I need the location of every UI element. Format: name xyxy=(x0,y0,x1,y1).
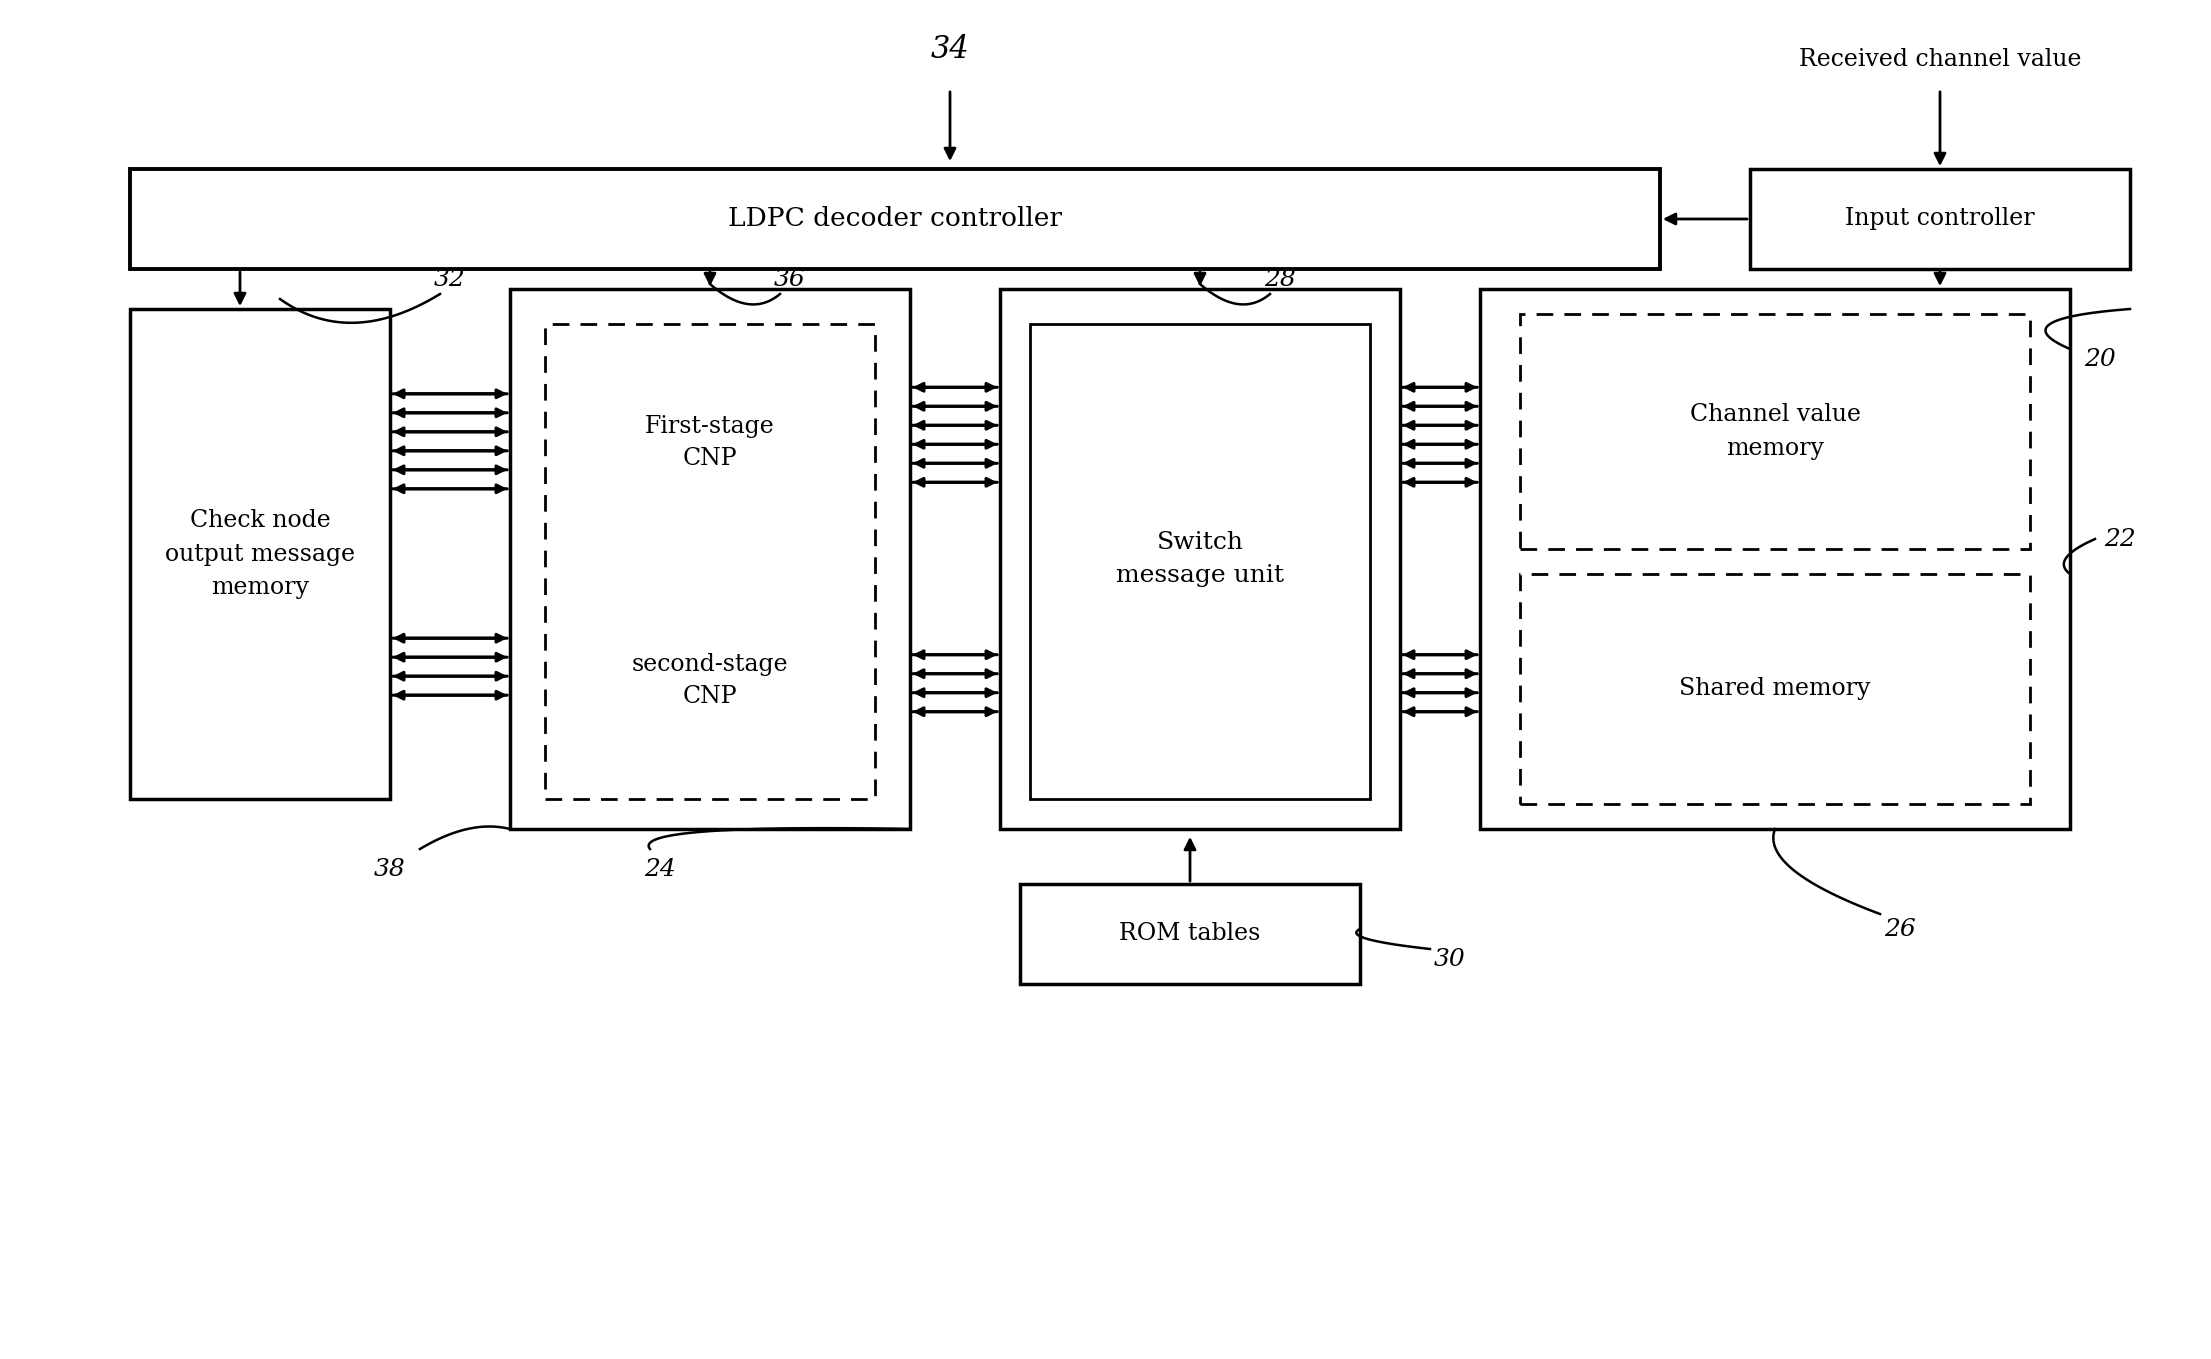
Bar xyxy=(130,169,1660,269)
Text: 22: 22 xyxy=(2105,527,2136,550)
Text: 20: 20 xyxy=(2085,348,2116,371)
Text: Switch
message unit: Switch message unit xyxy=(1117,530,1285,587)
Bar xyxy=(1519,314,2030,549)
Text: Check node
output message
memory: Check node output message memory xyxy=(166,508,356,599)
Bar xyxy=(999,289,1400,829)
Text: Received channel value: Received channel value xyxy=(1800,48,2081,71)
Bar xyxy=(544,323,876,799)
Bar xyxy=(1030,323,1371,799)
Text: 28: 28 xyxy=(1265,268,1296,291)
Bar xyxy=(130,308,389,799)
Text: ROM tables: ROM tables xyxy=(1119,923,1260,946)
Text: 34: 34 xyxy=(931,34,968,64)
Bar xyxy=(511,289,911,829)
Text: First-stage
CNP: First-stage CNP xyxy=(646,416,774,470)
Text: second-stage
CNP: second-stage CNP xyxy=(632,652,789,708)
Bar xyxy=(1479,289,2069,829)
Text: 36: 36 xyxy=(774,268,805,291)
Bar xyxy=(1019,883,1360,984)
Text: Shared memory: Shared memory xyxy=(1678,678,1871,700)
Bar xyxy=(1749,169,2129,269)
Bar xyxy=(1519,573,2030,805)
Text: 26: 26 xyxy=(1884,917,1917,940)
Text: 38: 38 xyxy=(374,858,407,881)
Text: 24: 24 xyxy=(643,858,677,881)
Text: LDPC decoder controller: LDPC decoder controller xyxy=(727,207,1061,231)
Text: 32: 32 xyxy=(433,268,467,291)
Text: 30: 30 xyxy=(1435,947,1466,970)
Text: Channel value
memory: Channel value memory xyxy=(1689,404,1859,459)
Text: Input controller: Input controller xyxy=(1846,208,2034,231)
